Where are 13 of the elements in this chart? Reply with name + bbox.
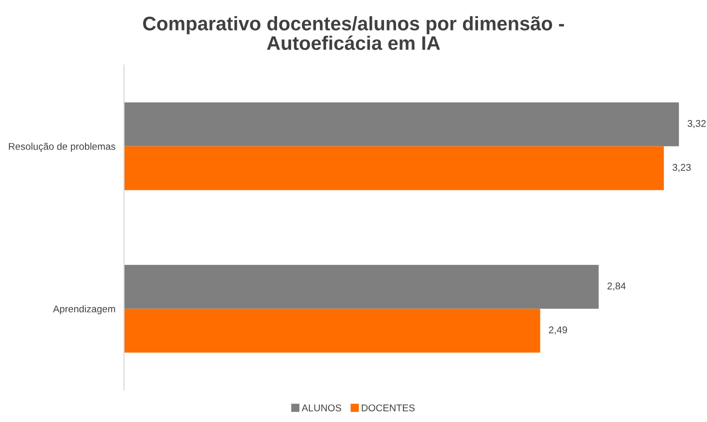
y-tick-label: Resolução de problemas	[8, 142, 116, 152]
bar	[124, 264, 599, 309]
bar	[124, 308, 540, 353]
legend-label: ALUNOS	[302, 404, 342, 412]
data-label: 2,49	[549, 326, 567, 334]
y-tick-label: Aprendizagem	[53, 305, 116, 314]
legend-label: DOCENTES	[362, 404, 415, 412]
data-label: 2,84	[608, 282, 626, 291]
data-label: 3,23	[672, 164, 691, 172]
bar	[124, 146, 664, 190]
bar	[124, 102, 679, 146]
chart-title: Comparativo docentes/alunos por dimensão - Autoeficácia em IA	[143, 16, 564, 50]
data-label: 3,32	[688, 120, 706, 128]
